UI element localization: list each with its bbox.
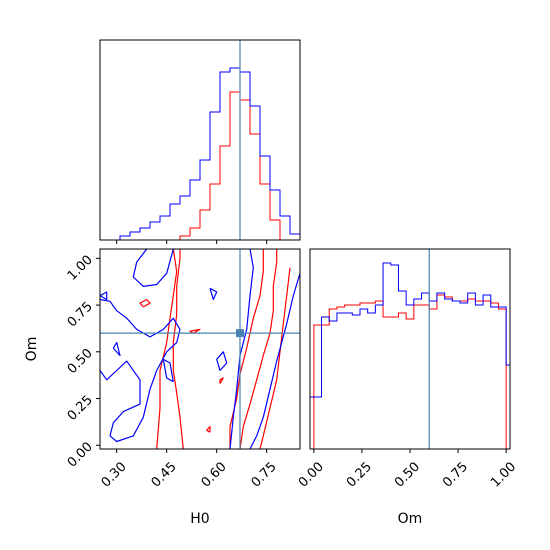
red-contour-line: [189, 328, 201, 334]
contour-ylabel: Om: [24, 337, 40, 362]
contour-marks: [100, 249, 300, 449]
contour-frame: [99, 248, 301, 450]
red-contour-line: [156, 249, 178, 449]
hist-h0-panel: [99, 39, 301, 244]
red-contour-line: [239, 249, 278, 449]
red-contour-line: [219, 377, 224, 384]
contour-xlabel: H0: [190, 511, 209, 527]
blue-contour-line: [216, 351, 228, 371]
blue-contour-line: [100, 291, 108, 301]
blue-contour-line: [249, 273, 300, 449]
blue-histogram-series: [100, 67, 300, 241]
hist-om-marks: [310, 249, 510, 450]
red-histogram-series: [310, 294, 510, 450]
contour-lines: [100, 249, 300, 449]
truth-marker: [236, 329, 244, 338]
red-contour-line: [206, 426, 211, 433]
blue-contour-line: [209, 287, 218, 301]
hist-om-xlabel: Om: [398, 511, 423, 527]
red-contour-line: [139, 298, 151, 308]
red-contour-line: [259, 267, 291, 449]
red-contour-line: [229, 249, 264, 449]
blue-contour-line: [100, 298, 181, 443]
hist-h0-frame: [99, 39, 301, 241]
red-contour-line: [172, 249, 184, 449]
blue-contour-line: [162, 358, 174, 383]
hist-h0-xticks: [116, 240, 268, 244]
blue-contour-line: [112, 341, 121, 357]
blue-contour-line: [229, 249, 254, 449]
blue-contour-line: [132, 249, 174, 287]
blue-histogram-series: [310, 262, 510, 398]
